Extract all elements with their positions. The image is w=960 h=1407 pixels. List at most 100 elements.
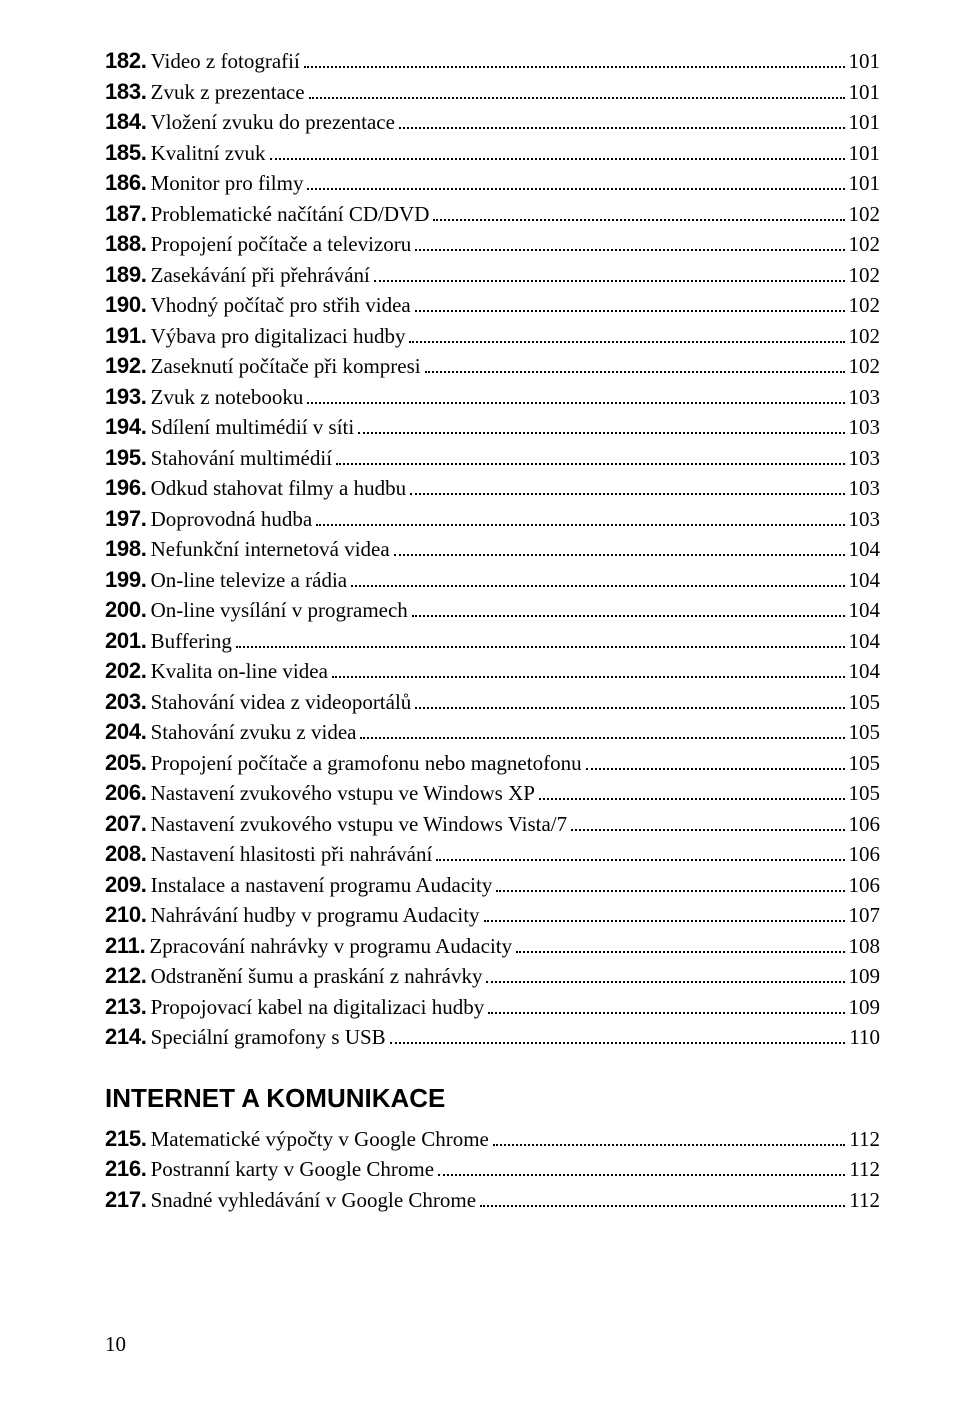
toc-entry-number: 205.	[105, 752, 147, 774]
toc-entry-number: 192.	[105, 355, 147, 377]
toc-entry-title: Speciální gramofony s USB	[147, 1027, 386, 1048]
toc-entry-number: 206.	[105, 782, 147, 804]
toc-entry-title: Zpracování nahrávky v programu Audacity	[145, 936, 512, 957]
toc-entry-page: 101	[849, 143, 881, 164]
toc-entry-title: Zvuk z notebooku	[147, 387, 304, 408]
toc-entry-page: 103	[849, 509, 881, 530]
toc-row: 191.Výbava pro digitalizaci hudby102	[105, 325, 880, 347]
toc-entry-page: 106	[849, 875, 881, 896]
toc-entry-number: 186.	[105, 172, 147, 194]
toc-entry-page: 107	[849, 905, 881, 926]
toc-row: 201.Buffering104	[105, 630, 880, 652]
toc-entry-page: 101	[849, 173, 881, 194]
toc-entry-title: Stahování zvuku z videa	[147, 722, 357, 743]
toc-entry-number: 216.	[105, 1158, 147, 1180]
toc-entry-number: 202.	[105, 660, 147, 682]
toc-entry-page: 105	[849, 722, 881, 743]
toc-entry-title: Nefunkční internetová videa	[147, 539, 390, 560]
toc-row: 183.Zvuk z prezentace 101	[105, 81, 880, 103]
toc-entry-number: 198.	[105, 538, 147, 560]
toc-leader-dots	[496, 889, 844, 892]
toc-row: 198.Nefunkční internetová videa104	[105, 538, 880, 560]
toc-entry-page: 106	[849, 844, 881, 865]
toc-leader-dots	[412, 614, 845, 617]
toc-entry-number: 211.	[105, 935, 145, 957]
toc-leader-dots	[316, 523, 844, 526]
toc-row: 211.Zpracování nahrávky v programu Audac…	[105, 935, 880, 957]
toc-entry-page: 102	[849, 356, 881, 377]
toc-leader-dots	[484, 919, 845, 922]
toc-entry-title: Matematické výpočty v Google Chrome	[147, 1129, 489, 1150]
toc-leader-dots	[307, 187, 844, 190]
toc-entry-title: On-line televize a rádia	[147, 570, 347, 591]
toc-entry-title: Zvuk z prezentace	[147, 82, 305, 103]
toc-entry-title: Vhodný počítač pro střih videa	[147, 295, 411, 316]
toc-entry-page: 102	[849, 234, 881, 255]
toc-leader-dots	[516, 950, 844, 953]
toc-leader-dots	[539, 797, 845, 800]
toc-leader-dots	[307, 401, 844, 404]
toc-entry-number: 213.	[105, 996, 147, 1018]
toc-entry-number: 208.	[105, 843, 147, 865]
toc-entry-page: 112	[849, 1129, 880, 1150]
toc-row: 185.Kvalitní zvuk101	[105, 142, 880, 164]
toc-entry-title: Kvalitní zvuk	[147, 143, 266, 164]
toc-entry-title: Výbava pro digitalizaci hudby	[147, 326, 406, 347]
toc-entry-number: 215.	[105, 1128, 147, 1150]
toc-leader-dots	[409, 340, 844, 343]
toc-entry-number: 183.	[105, 81, 147, 103]
toc-row: 199.On-line televize a rádia 104	[105, 569, 880, 591]
toc-entry-page: 104	[849, 661, 881, 682]
toc-entry-number: 204.	[105, 721, 147, 743]
toc-row: 215.Matematické výpočty v Google Chrome 1…	[105, 1128, 880, 1150]
toc-entry-number: 190.	[105, 294, 147, 316]
toc-entry-page: 109	[849, 997, 881, 1018]
toc-leader-dots	[309, 96, 845, 99]
toc-entry-page: 102	[849, 265, 881, 286]
toc-entry-page: 102	[849, 295, 881, 316]
toc-row: 212.Odstranění šumu a praskání z nahrávk…	[105, 965, 880, 987]
toc-leader-dots	[586, 767, 845, 770]
toc-leader-dots	[438, 1173, 845, 1176]
toc-entry-title: Buffering	[147, 631, 232, 652]
toc-entry-title: Monitor pro filmy	[147, 173, 304, 194]
toc-entry-number: 182.	[105, 50, 147, 72]
table-of-contents: 182.Video z fotografií101183.Zvuk z prez…	[105, 50, 880, 1219]
toc-entry-page: 101	[849, 82, 881, 103]
toc-entry-title: Postranní karty v Google Chrome	[147, 1159, 434, 1180]
toc-row: 206.Nastavení zvukového vstupu ve Window…	[105, 782, 880, 804]
toc-row: 207.Nastavení zvukového vstupu ve Window…	[105, 813, 880, 835]
toc-row: 217.Snadné vyhledávání v Google Chrome11…	[105, 1189, 880, 1211]
toc-entry-page: 102	[849, 204, 881, 225]
toc-entry-title: Instalace a nastavení programu Audacity	[147, 875, 493, 896]
toc-row: 213.Propojovací kabel na digitalizaci hu…	[105, 996, 880, 1018]
toc-entry-title: Zaseknutí počítače při kompresi	[147, 356, 421, 377]
toc-entry-title: Nahrávání hudby v programu Audacity	[147, 905, 480, 926]
toc-row: 196.Odkud stahovat filmy a hudbu103	[105, 477, 880, 499]
toc-entry-title: Odkud stahovat filmy a hudbu	[147, 478, 406, 499]
toc-entry-number: 187.	[105, 203, 147, 225]
page-number: 10	[105, 1332, 126, 1357]
toc-entry-title: Video z fotografií	[147, 51, 300, 72]
toc-entry-page: 104	[849, 570, 881, 591]
toc-entry-page: 104	[849, 631, 881, 652]
toc-row: 203.Stahování videa z videoportálů105	[105, 691, 880, 713]
toc-leader-dots	[390, 1041, 846, 1044]
toc-entry-number: 196.	[105, 477, 147, 499]
toc-entry-page: 101	[849, 51, 881, 72]
toc-leader-dots	[270, 157, 845, 160]
toc-entry-number: 217.	[105, 1189, 147, 1211]
toc-entry-number: 207.	[105, 813, 147, 835]
toc-leader-dots	[415, 706, 844, 709]
toc-leader-dots	[394, 553, 845, 556]
page: 182.Video z fotografií101183.Zvuk z prez…	[0, 0, 960, 1407]
toc-entry-title: Problematické načítání CD/DVD	[147, 204, 430, 225]
toc-row: 204.Stahování zvuku z videa 105	[105, 721, 880, 743]
toc-leader-dots	[415, 248, 844, 251]
toc-row: 208.Nastavení hlasitosti při nahrávání10…	[105, 843, 880, 865]
toc-entry-number: 199.	[105, 569, 147, 591]
toc-entry-page: 108	[849, 936, 881, 957]
toc-leader-dots	[358, 431, 844, 434]
toc-entry-title: Nastavení zvukového vstupu ve Windows Vi…	[147, 814, 567, 835]
toc-entry-title: Zasekávání při přehrávání	[147, 265, 370, 286]
